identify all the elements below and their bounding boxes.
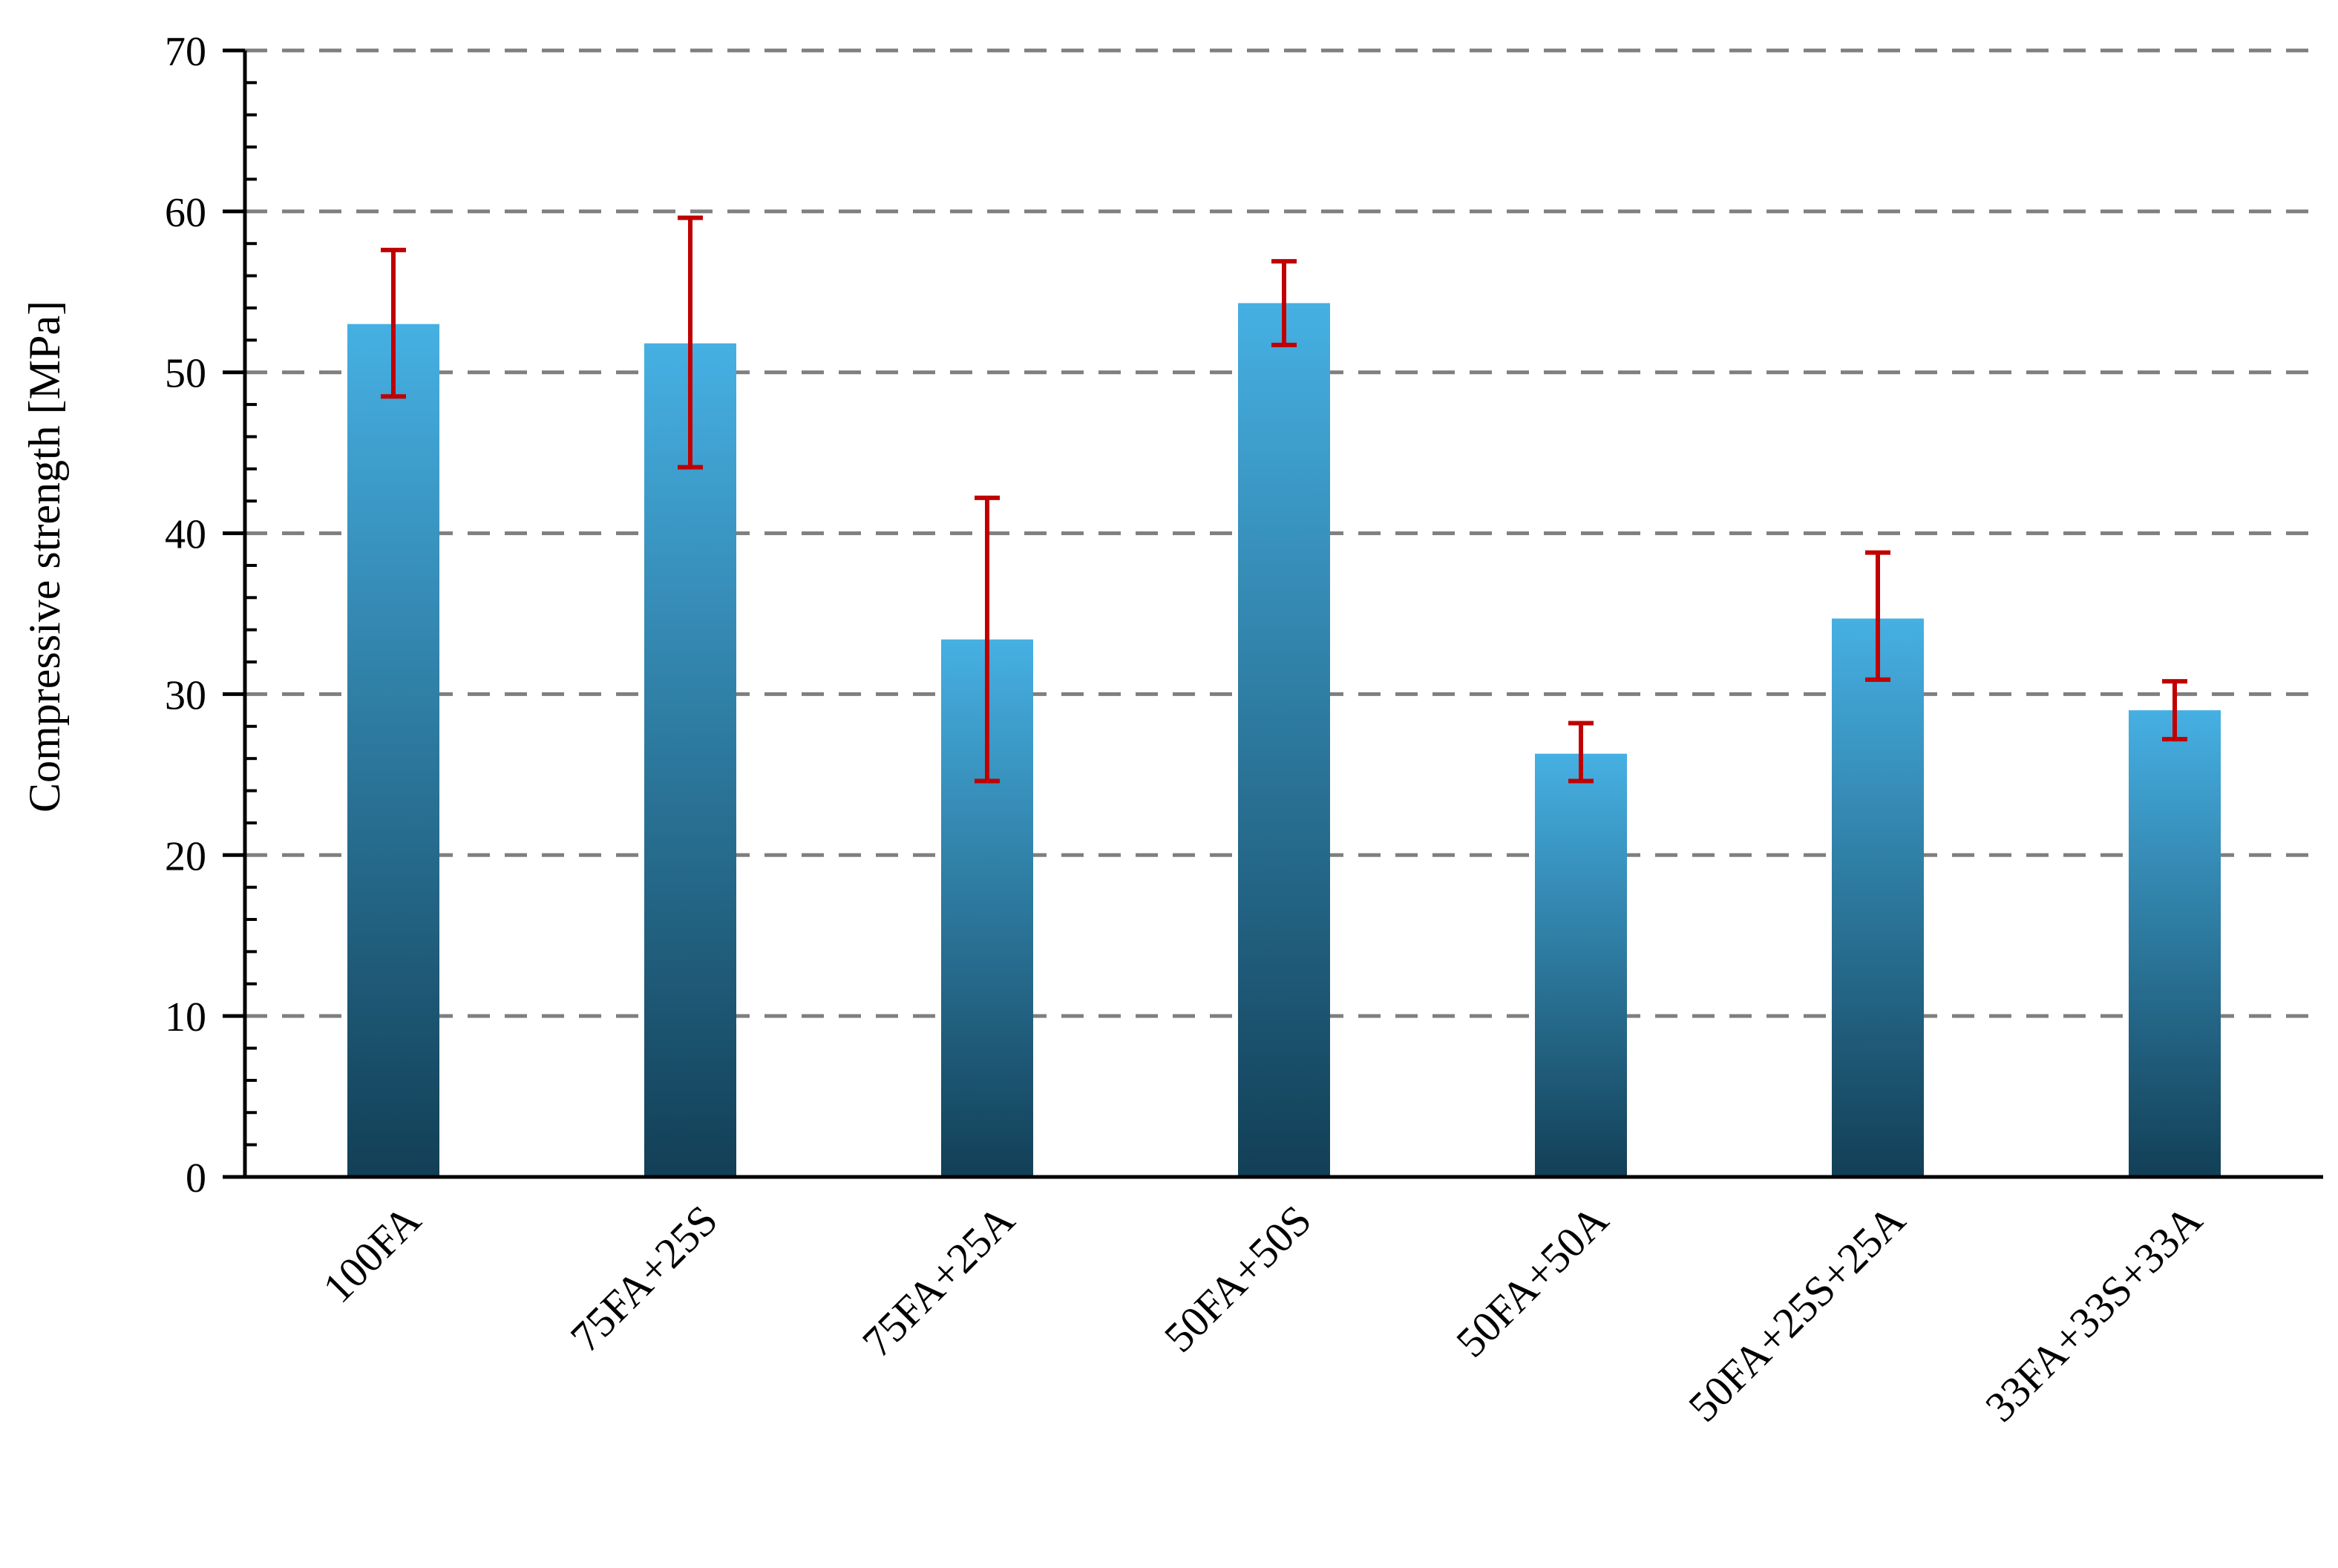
- x-tick-label: 75FA+25S: [561, 1195, 727, 1361]
- bar: [1238, 303, 1330, 1178]
- error-bars: [381, 215, 2187, 784]
- bar: [2129, 710, 2221, 1177]
- y-tick-label: 40: [165, 512, 206, 558]
- y-axis-title: Compressive strength [MPa]: [20, 301, 69, 813]
- error-bar: [678, 215, 703, 470]
- x-tick-labels: 100FA 75FA+25S 75FA+25A 50FA+50S 50FA+50A 50F…: [313, 1195, 2211, 1431]
- y-tick-label: 30: [165, 672, 206, 718]
- bar: [1832, 618, 1924, 1177]
- error-bar: [975, 495, 1000, 784]
- y-tick-label: 0: [186, 1155, 206, 1201]
- bar: [1535, 753, 1627, 1177]
- bar: [347, 324, 439, 1178]
- y-tick-label: 20: [165, 833, 206, 879]
- x-tick-label: 100FA: [313, 1195, 430, 1312]
- x-tick-label: 50FA+50A: [1447, 1195, 1617, 1366]
- y-tick-label: 50: [165, 351, 206, 397]
- x-tick-label: 33FA+33S+33A: [1976, 1195, 2211, 1431]
- y-tick-label: 10: [165, 994, 206, 1040]
- x-tick-label: 50FA+25S+25A: [1679, 1195, 1914, 1431]
- y-tick-label: 70: [165, 29, 206, 75]
- y-tick-labels: 0 10 20 30 40 50 60 70: [165, 29, 206, 1201]
- error-bar: [2162, 679, 2187, 742]
- axes: [223, 48, 2323, 1179]
- x-tick-label: 50FA+50S: [1155, 1195, 1320, 1361]
- y-tick-label: 60: [165, 190, 206, 236]
- error-bar: [381, 247, 406, 399]
- bar: [644, 343, 736, 1178]
- error-bar: [1865, 550, 1890, 682]
- error-bar: [1568, 721, 1594, 784]
- error-bar: [1271, 259, 1297, 347]
- bars: [347, 303, 2221, 1178]
- x-tick-label: 75FA+25A: [853, 1195, 1024, 1366]
